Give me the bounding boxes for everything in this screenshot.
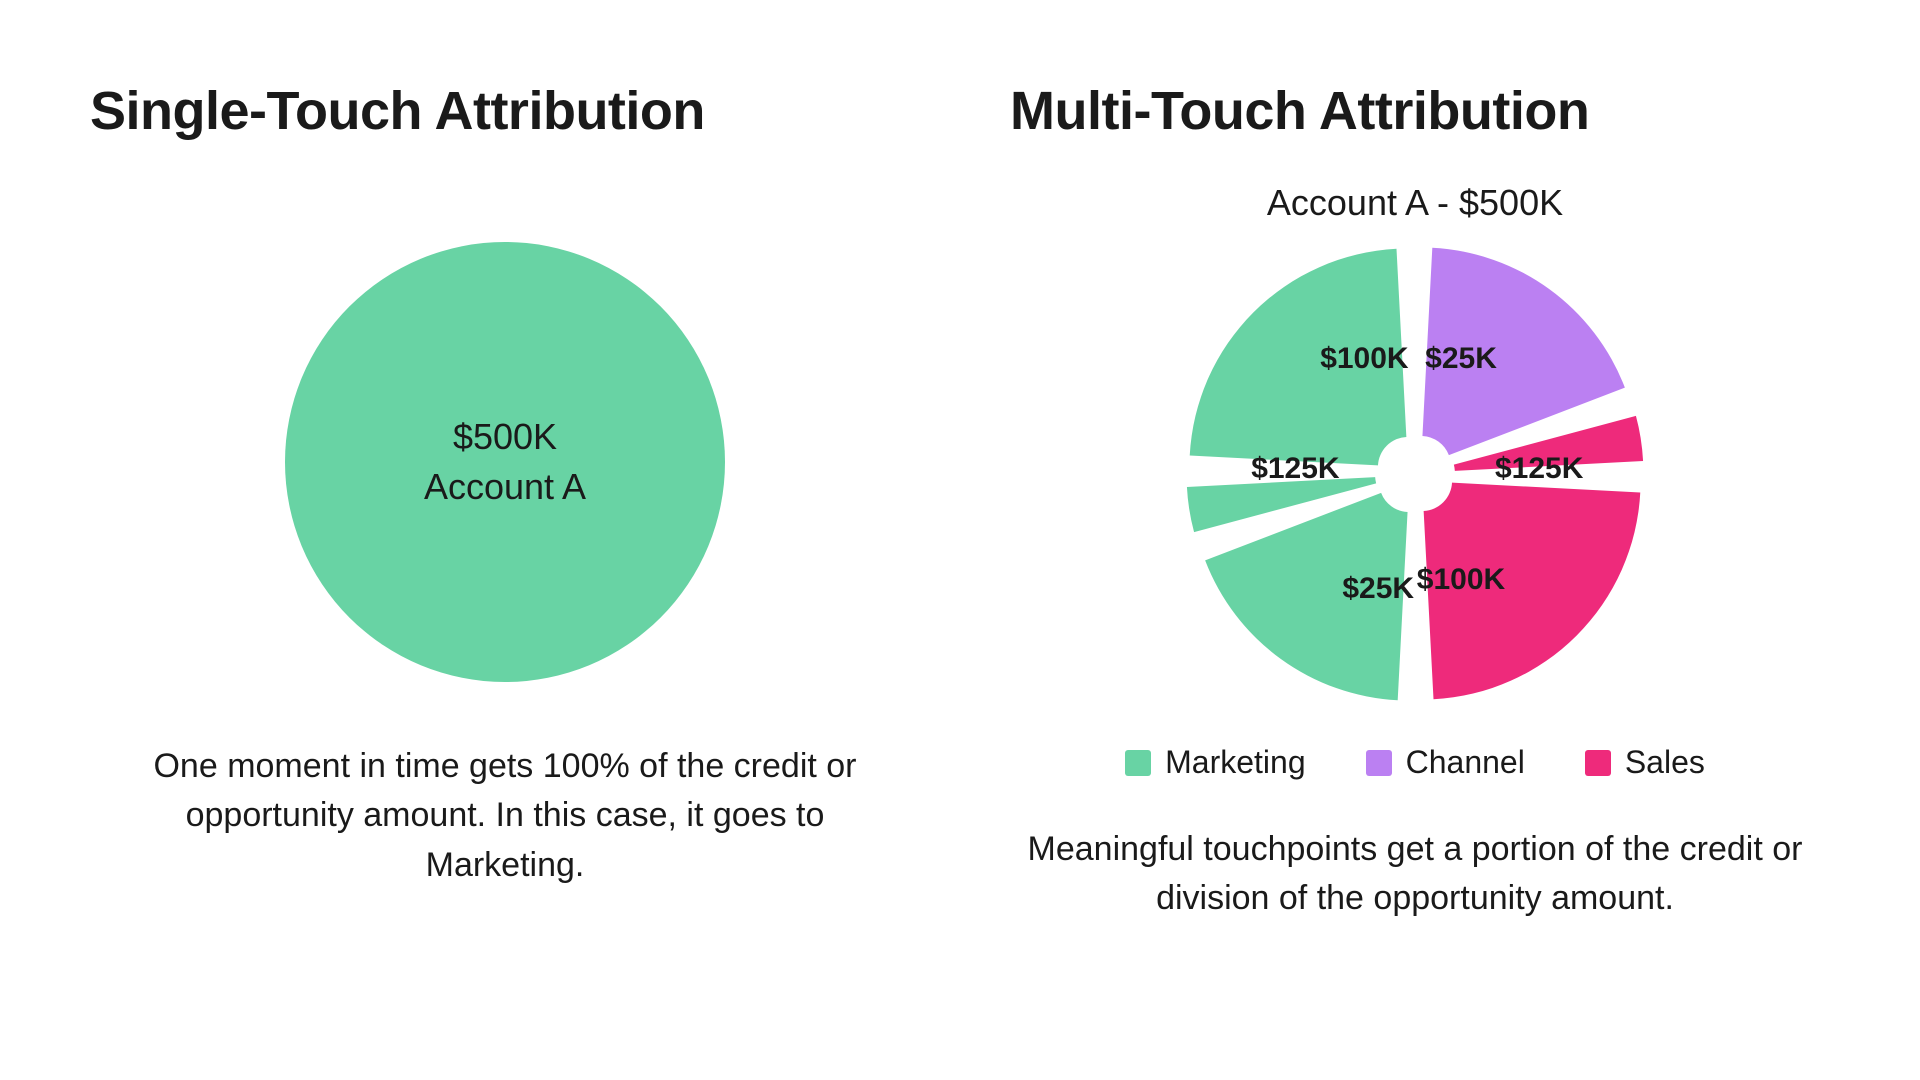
pie-slice-label: $25K: [1425, 342, 1497, 376]
pie-slice-label: $125K: [1495, 452, 1583, 486]
legend-label: Sales: [1625, 744, 1705, 781]
single-touch-circle: $500K Account A: [285, 242, 725, 682]
multi-touch-title: Multi-Touch Attribution: [990, 80, 1840, 142]
single-touch-panel: Single-Touch Attribution $500K Account A…: [80, 80, 930, 1020]
pie-slice-label: $100K: [1417, 563, 1505, 597]
legend-item-channel: Channel: [1366, 744, 1525, 781]
multi-touch-panel: Multi-Touch Attribution Account A - $500…: [990, 80, 1840, 1020]
single-touch-value: $500K: [453, 412, 557, 462]
single-touch-title: Single-Touch Attribution: [80, 80, 930, 142]
multi-touch-subtitle: Account A - $500K: [1267, 182, 1563, 224]
pie-slice-label: $125K: [1251, 452, 1339, 486]
pie-slice-label: $25K: [1342, 572, 1414, 606]
legend-swatch: [1125, 750, 1151, 776]
legend-label: Channel: [1406, 744, 1525, 781]
multi-touch-chart: $100K$25K$125K$100K$25K$125K: [1185, 244, 1645, 704]
single-touch-chart: $500K Account A: [285, 242, 725, 682]
legend-swatch: [1585, 750, 1611, 776]
legend-label: Marketing: [1165, 744, 1306, 781]
single-touch-account: Account A: [424, 462, 586, 512]
multi-touch-caption: Meaningful touchpoints get a portion of …: [1025, 825, 1805, 924]
legend-swatch: [1366, 750, 1392, 776]
single-touch-caption: One moment in time gets 100% of the cred…: [115, 742, 895, 890]
legend-item-marketing: Marketing: [1125, 744, 1306, 781]
legend: Marketing Channel Sales: [1125, 744, 1705, 781]
legend-item-sales: Sales: [1585, 744, 1705, 781]
pie-slice-label: $100K: [1320, 342, 1408, 376]
